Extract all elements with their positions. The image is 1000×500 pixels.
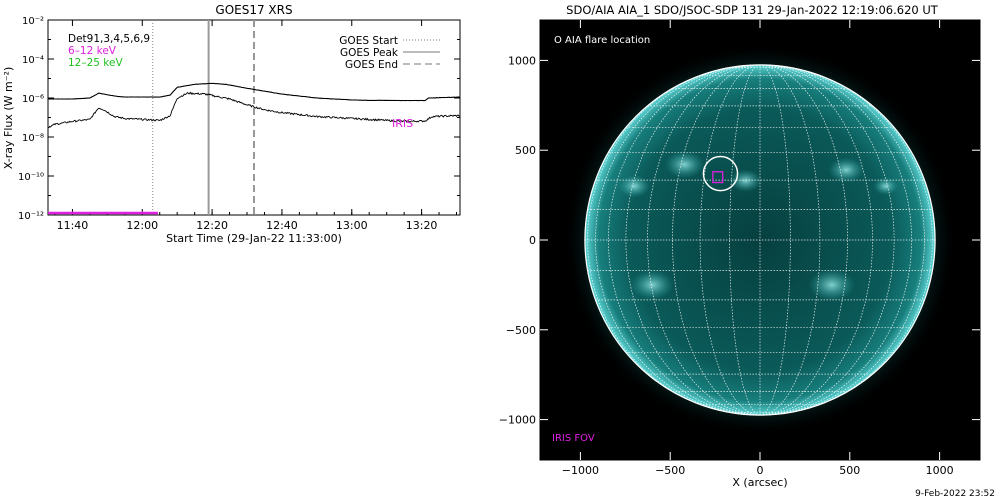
aia-image-title: SDO/AIA AIA_1 SDO/JSOC-SDP 131 29-Jan-20… <box>566 3 939 17</box>
x-tick-label: −500 <box>655 464 685 477</box>
x-tick-label: 12:00 <box>126 219 158 232</box>
y-tick-label: −1000 <box>499 414 536 427</box>
goes-xrs-chart: GOES17 XRS 10⁻¹² 10⁻¹⁰ 10⁻⁸ 10⁻⁶ 10⁻⁴ 10⁻² 11… <box>2 3 461 245</box>
active-region-glow <box>873 177 899 195</box>
detector-legend-entry: 12–25 keV <box>68 57 123 69</box>
x-tick-label: 13:20 <box>406 219 438 232</box>
longitude-line <box>759 64 873 416</box>
y-tick-label: 10⁻⁶ <box>22 94 44 105</box>
longitude-line <box>759 64 848 416</box>
longitude-line <box>608 64 761 416</box>
solar-limb <box>584 64 936 416</box>
x-tick-label: 12:20 <box>196 219 228 232</box>
detector-legend-entry: 6–12 keV <box>68 45 117 57</box>
y-tick-label: 1000 <box>508 54 536 67</box>
event-legend-label: GOES Peak <box>340 47 399 59</box>
longitude-line <box>647 64 761 416</box>
goes-y-axis: 10⁻¹² 10⁻¹⁰ 10⁻⁸ 10⁻⁶ 10⁻⁴ 10⁻² <box>18 16 460 222</box>
aia-image-panel: SDO/AIA AIA_1 SDO/JSOC-SDP 131 29-Jan-20… <box>499 3 981 489</box>
active-region-glow <box>828 157 865 183</box>
footer-timestamp: 9-Feb-2022 23:52 <box>915 489 995 499</box>
flare-location-circle <box>702 155 739 192</box>
goes-x-axis-label: Start Time (29-Jan-22 11:33:00) <box>166 232 342 245</box>
goes-x-axis: 11:40 12:00 12:20 12:40 13:00 13:20 <box>54 20 458 232</box>
goes-series-group <box>48 20 460 215</box>
goes-chart-title: GOES17 XRS <box>215 3 292 17</box>
longitude-line <box>759 64 821 416</box>
y-tick-label: 10⁻⁴ <box>22 55 44 66</box>
active-region-glow <box>808 268 856 302</box>
x-tick-label: 13:00 <box>336 219 368 232</box>
longitude-line <box>759 64 912 416</box>
event-legend-label: GOES End <box>345 59 398 71</box>
event-legend-label: GOES Start <box>339 35 398 47</box>
iris-fov-box <box>712 171 724 184</box>
y-tick-label: 10⁻¹² <box>18 211 44 222</box>
longitude-line <box>672 64 761 416</box>
y-tick-label: 10⁻² <box>22 16 44 27</box>
iris-annotation: IRIS <box>392 117 413 130</box>
active-region-glow <box>630 269 674 300</box>
longitude-line <box>759 64 895 416</box>
active-region-glow <box>664 150 705 179</box>
longitude-line <box>759 64 933 416</box>
x-tick-label: 0 <box>757 464 764 477</box>
active-region-glow <box>729 169 762 193</box>
y-tick-label: 0 <box>529 234 536 247</box>
y-tick-label: 10⁻¹⁰ <box>18 172 44 183</box>
aia-flare-legend: O AIA flare location <box>554 35 650 46</box>
x-tick-label: 11:40 <box>57 219 89 232</box>
x-tick-label: 1000 <box>926 464 954 477</box>
x-tick-label: 500 <box>839 464 860 477</box>
y-tick-label: 500 <box>515 144 536 157</box>
y-tick-label: 10⁻⁸ <box>22 133 44 144</box>
x-tick-label: 12:40 <box>266 219 298 232</box>
detector-legend-entry: Det91,3,4,5,6,9 <box>68 33 150 45</box>
longitude-line <box>625 64 761 416</box>
iris-fov-label: IRIS FOV <box>552 433 595 444</box>
active-region-glow <box>618 174 651 198</box>
longitude-line <box>699 64 761 416</box>
aia-x-axis-label: X (arcsec) <box>732 476 787 489</box>
goes-y-axis-label: X-ray Flux (W m⁻²) <box>2 67 15 169</box>
goes-series-line <box>48 91 460 129</box>
aia-axes: −1000 −500 0 500 1000 −1000 −500 0 500 1000 <box>499 20 980 477</box>
x-tick-label: −1000 <box>562 464 599 477</box>
aia-sun-image <box>563 43 957 437</box>
longitude-line <box>587 64 761 416</box>
y-tick-label: −500 <box>506 324 536 337</box>
heliographic-grid <box>584 64 936 416</box>
goes-series-line <box>48 82 460 102</box>
